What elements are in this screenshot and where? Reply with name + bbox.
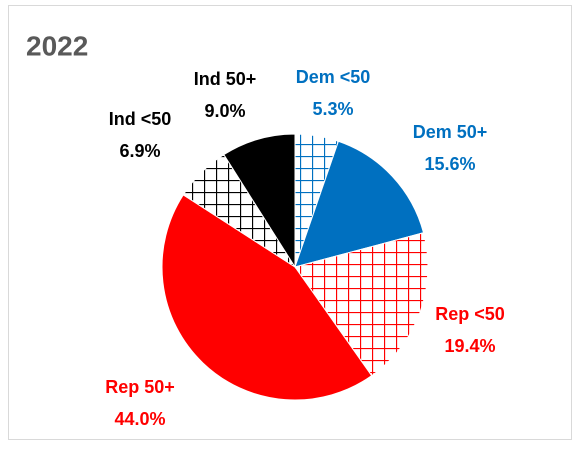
slice-value: 15.6% [424, 154, 475, 174]
slice-value: 6.9% [119, 141, 160, 161]
slice-value: 5.3% [312, 99, 353, 119]
pie-slice [294, 140, 425, 268]
pie-slice [294, 232, 429, 377]
slice-name: Dem <50 [296, 67, 371, 87]
slice-value: 19.4% [444, 336, 495, 356]
slice-name: Rep 50+ [105, 377, 175, 397]
slice-value: 44.0% [114, 409, 165, 429]
slice-value: 9.0% [204, 101, 245, 121]
pie-slice [223, 133, 296, 269]
slice-name: Dem 50+ [413, 122, 488, 142]
pie-slice [161, 194, 373, 401]
slice-name: Rep <50 [435, 304, 505, 324]
slice-name: Ind <50 [109, 109, 172, 129]
chart-title: 2022 [26, 30, 88, 61]
slice-name: Ind 50+ [194, 69, 257, 89]
